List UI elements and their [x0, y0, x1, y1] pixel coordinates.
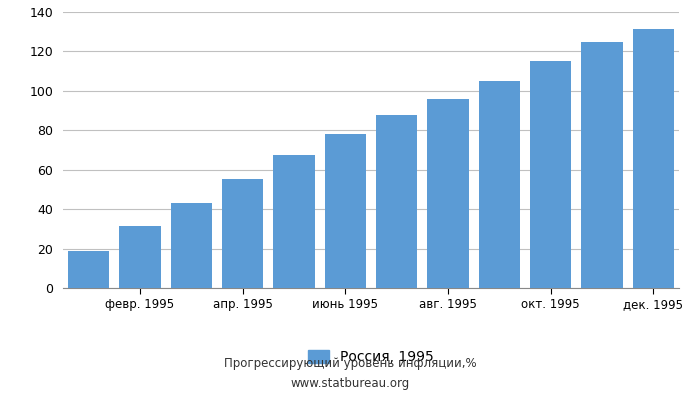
- Bar: [325, 134, 366, 288]
- Bar: [582, 42, 622, 288]
- Text: Прогрессирующий уровень инфляции,%: Прогрессирующий уровень инфляции,%: [224, 358, 476, 370]
- Bar: [376, 114, 417, 288]
- Text: www.statbureau.org: www.statbureau.org: [290, 378, 410, 390]
- Bar: [479, 81, 520, 288]
- Bar: [68, 251, 109, 288]
- Bar: [274, 155, 314, 288]
- Legend: Россия, 1995: Россия, 1995: [302, 345, 440, 370]
- Bar: [633, 29, 674, 288]
- Bar: [120, 226, 160, 288]
- Bar: [428, 99, 468, 288]
- Bar: [530, 61, 571, 288]
- Bar: [171, 203, 212, 288]
- Bar: [222, 179, 263, 288]
